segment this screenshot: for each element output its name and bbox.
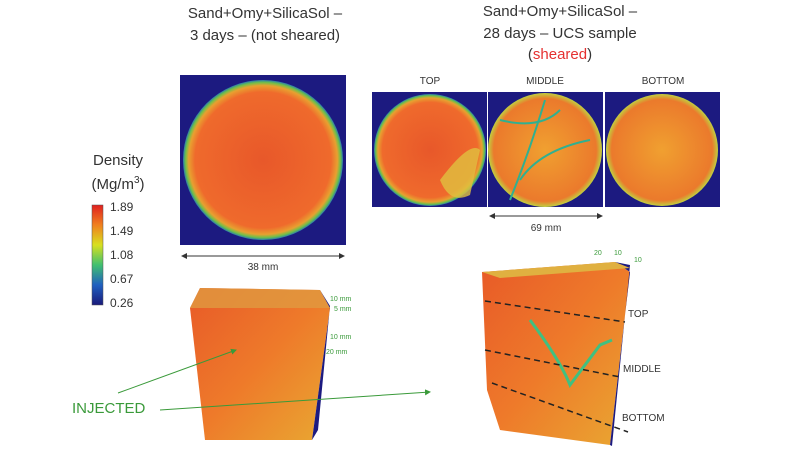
axis-label: 10 xyxy=(634,257,642,264)
section-line xyxy=(491,382,629,433)
ct-volume-top xyxy=(482,262,630,278)
ct-volume-top xyxy=(190,288,330,308)
scale-label: 38 mm xyxy=(248,262,279,273)
colorbar-label: Density xyxy=(93,152,144,169)
axis-label: 10 mm xyxy=(330,296,352,303)
annotation: INJECTED xyxy=(72,400,146,417)
colorbar-tick: 1.49 xyxy=(110,224,134,238)
unit: (Mg/m xyxy=(91,176,134,193)
section-line xyxy=(484,300,626,323)
annotation-arrow xyxy=(117,348,237,394)
right-title: 28 days – UCS sample xyxy=(483,25,636,42)
colorbar-tick: 0.26 xyxy=(110,296,134,310)
right-title: (sheared) xyxy=(528,46,592,63)
colorbar-tick: 0.67 xyxy=(110,272,134,286)
colorbar-tick: 1.08 xyxy=(110,248,134,262)
axis-label: 10 xyxy=(614,250,622,257)
colorbar xyxy=(91,204,104,306)
section-label: BOTTOM xyxy=(622,413,665,424)
ct-disc xyxy=(606,94,718,206)
axis-label: 5 mm xyxy=(334,306,352,313)
slice-label: MIDDLE xyxy=(526,76,564,87)
section-label: MIDDLE xyxy=(623,364,661,375)
ct-volume xyxy=(190,288,330,440)
slice-label: TOP xyxy=(420,76,441,87)
axis-label: 20 mm xyxy=(326,349,348,356)
left-title: 3 days – (not sheared) xyxy=(190,27,340,44)
paren: ( xyxy=(528,46,533,63)
colorbar-tick: 1.89 xyxy=(110,200,134,214)
crack xyxy=(528,319,613,389)
scale-label: 69 mm xyxy=(531,223,562,234)
axis-label: 20 xyxy=(594,250,602,257)
colorbar-label: (Mg/m3) xyxy=(91,175,144,193)
crack xyxy=(499,99,591,201)
texture xyxy=(440,148,480,198)
unit-sup: 3 xyxy=(134,175,140,186)
ct-volume xyxy=(482,262,630,445)
left-title: Sand+Omy+SilicaSol – xyxy=(188,5,343,22)
annotation-arrow xyxy=(159,389,431,411)
section-line xyxy=(484,349,621,378)
section-label: TOP xyxy=(628,309,649,320)
unit: ) xyxy=(140,176,145,193)
paren: ) xyxy=(587,46,592,63)
axis-label: 10 mm xyxy=(330,334,352,341)
ct-disc xyxy=(488,93,602,207)
right-title: Sand+Omy+SilicaSol – xyxy=(483,3,638,20)
sheared: sheared xyxy=(533,46,587,63)
slice-label: BOTTOM xyxy=(642,76,685,87)
ct-disc xyxy=(183,80,343,240)
